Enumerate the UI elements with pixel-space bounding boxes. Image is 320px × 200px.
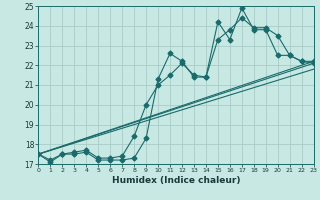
X-axis label: Humidex (Indice chaleur): Humidex (Indice chaleur) bbox=[112, 176, 240, 185]
